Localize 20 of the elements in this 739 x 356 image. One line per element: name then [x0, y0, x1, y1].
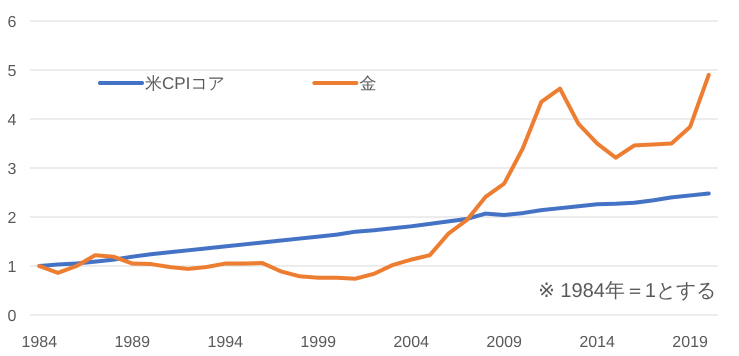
x-tick-label: 1984 [22, 334, 58, 351]
x-tick-label: 1989 [114, 334, 150, 351]
y-tick-label: 4 [8, 112, 17, 129]
y-tick-label: 1 [8, 259, 17, 276]
line-series [37, 191, 711, 268]
y-tick-label: 0 [8, 308, 17, 325]
x-tick-label: 2014 [579, 334, 616, 351]
y-tick-label: 5 [8, 63, 17, 80]
x-tick-label: 1999 [300, 334, 336, 351]
x-tick-label: 2019 [672, 334, 708, 351]
legend-label: 金 [359, 74, 376, 93]
legend-label: 米CPIコア [145, 74, 224, 93]
y-tick-label: 6 [8, 14, 17, 31]
x-tick-label: 2004 [393, 334, 430, 351]
x-tick-label: 2009 [486, 334, 522, 351]
y-tick-label: 2 [8, 210, 17, 227]
annotation: ※ 1984年＝1とする [538, 280, 716, 302]
line-series [37, 72, 711, 281]
x-tick-label: 1994 [207, 334, 244, 351]
y-tick-label: 3 [8, 161, 17, 178]
